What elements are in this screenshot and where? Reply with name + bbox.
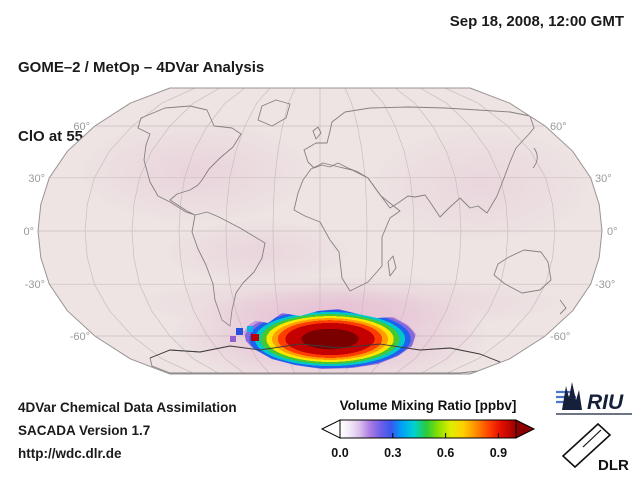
footer-line-3: http://wdc.dlr.de xyxy=(18,446,122,461)
island-madagascar xyxy=(387,255,397,277)
lat-label-left-30: 30° xyxy=(28,173,45,185)
colorbar-tick-marks xyxy=(339,433,499,438)
island-new-zealand xyxy=(559,299,567,315)
continent-north-america xyxy=(137,105,242,216)
riu-logo-text: RIU xyxy=(587,391,624,414)
map-outline xyxy=(37,87,603,375)
island-britain xyxy=(312,126,322,140)
antarctica-outline-overlay xyxy=(149,343,501,363)
continent-eurasia xyxy=(303,106,535,218)
clo-plume xyxy=(244,309,416,369)
lat-label-left-60: 60° xyxy=(73,121,90,133)
colorbar-tick-label-1: 0.3 xyxy=(384,446,401,460)
colorbar-gradient-bar xyxy=(339,419,517,439)
footer-line-2: SACADA Version 1.7 xyxy=(18,423,151,438)
lat-label-left-m60: -60° xyxy=(70,331,90,343)
continent-greenland xyxy=(257,99,291,127)
colorbar-overflow-arrow xyxy=(515,419,536,439)
riu-logo: RIU xyxy=(556,382,632,415)
lat-label-right-m60: -60° xyxy=(550,331,570,343)
colorbar-underflow-arrow xyxy=(320,419,341,439)
plume-speckles xyxy=(230,326,259,342)
lat-label-left-0: 0° xyxy=(23,226,34,238)
colorbar-tick-label-2: 0.6 xyxy=(437,446,454,460)
dlr-wing-accent-icon xyxy=(582,429,602,448)
title-line-1: GOME–2 / MetOp – 4DVar Analysis xyxy=(18,59,265,76)
island-japan xyxy=(532,147,538,169)
colorbar-tick-label-0: 0.0 xyxy=(331,446,348,460)
lat-label-right-30: 30° xyxy=(595,173,612,185)
colorbar: Volume Mixing Ratio [ppbv] 0.0 0.3 0.6 0… xyxy=(320,398,536,460)
colorbar-tick-labels: 0.0 0.3 0.6 0.9 xyxy=(331,446,507,460)
dlr-wing-icon xyxy=(561,422,612,469)
continent-australia xyxy=(493,249,552,294)
lat-label-right-m30: -30° xyxy=(595,279,615,291)
lat-label-left-m30: -30° xyxy=(25,279,45,291)
latitude-labels: 60° 30° 0° -30° -60° 60° 30° 0° -30° -60… xyxy=(23,121,617,343)
riu-cathedral-icon xyxy=(562,382,582,410)
header-datetime: Sep 18, 2008, 12:00 GMT xyxy=(449,13,624,30)
colorbar-title: Volume Mixing Ratio [ppbv] xyxy=(340,398,517,413)
lat-label-right-0: 0° xyxy=(607,226,618,238)
dlr-logo: DLR xyxy=(561,422,629,474)
dlr-logo-text: DLR xyxy=(598,457,629,474)
footer-line-1: 4DVar Chemical Data Assimilation xyxy=(18,400,237,415)
colorbar-tick-label-3: 0.9 xyxy=(490,446,507,460)
lat-label-right-60: 60° xyxy=(550,121,567,133)
